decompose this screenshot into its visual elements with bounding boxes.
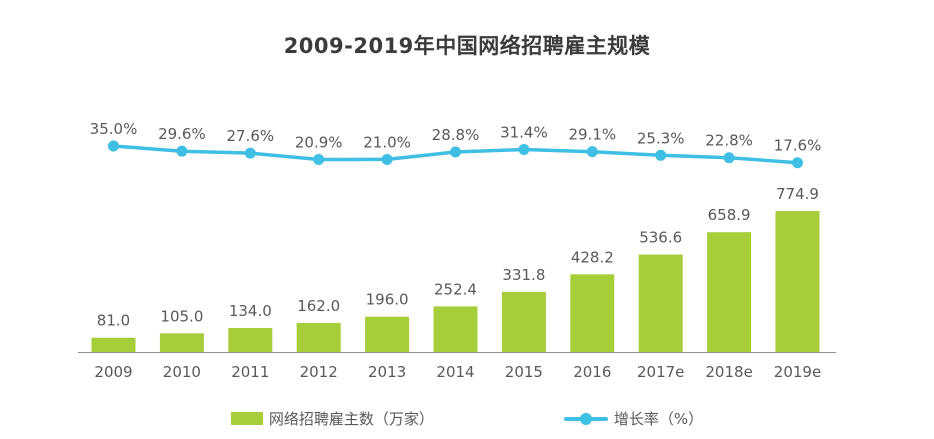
bar-series-swatch-icon bbox=[230, 412, 263, 425]
bar-value-label-2014: 252.4 bbox=[434, 280, 477, 298]
line-point-2014 bbox=[450, 146, 461, 158]
bar-2013 bbox=[365, 316, 410, 353]
line-value-label-2009: 35.0% bbox=[90, 120, 138, 138]
bar-value-label-2010: 105.0 bbox=[160, 307, 203, 325]
bar-2016 bbox=[570, 274, 615, 353]
line-value-label-2011: 27.6% bbox=[226, 127, 274, 145]
line-value-label-2016: 29.1% bbox=[568, 126, 616, 144]
line-point-2019e bbox=[792, 157, 803, 169]
line-value-label-2015: 31.4% bbox=[500, 123, 548, 141]
line-point-2018e bbox=[723, 152, 735, 164]
line-series-legend-label: 增长率（%） bbox=[613, 410, 704, 428]
x-axis-label-2009: 2009 bbox=[94, 363, 132, 381]
bar-2009 bbox=[91, 337, 136, 353]
line-point-2010 bbox=[176, 145, 188, 157]
line-point-2012 bbox=[313, 154, 325, 166]
bar-value-label-2012: 162.0 bbox=[297, 297, 340, 315]
bar-2017e bbox=[638, 254, 683, 353]
bar-2012 bbox=[296, 322, 341, 353]
bar-2018e bbox=[707, 232, 752, 353]
legend-item-bar-series: 网络招聘雇主数（万家） bbox=[230, 408, 434, 429]
bar-value-label-2019e: 774.9 bbox=[776, 185, 819, 203]
legend-item-line-series: 增长率（%） bbox=[563, 408, 704, 429]
x-axis-label-2013: 2013 bbox=[368, 363, 406, 381]
line-value-label-2018e: 22.8% bbox=[705, 132, 753, 150]
line-point-2013 bbox=[381, 153, 393, 165]
line-point-2009 bbox=[108, 140, 119, 152]
x-axis-label-2018e: 2018e bbox=[705, 363, 752, 381]
chart-title: 2009-2019年中国网络招聘雇主规模 bbox=[283, 34, 651, 58]
bar-value-label-2009: 81.0 bbox=[97, 312, 130, 330]
line-value-label-2017e: 25.3% bbox=[637, 129, 685, 147]
bar-2010 bbox=[159, 333, 204, 353]
x-axis-label-2014: 2014 bbox=[436, 363, 474, 381]
x-axis-label-2015: 2015 bbox=[505, 363, 543, 381]
x-axis-label-2017e: 2017e bbox=[637, 363, 684, 381]
x-axis-label-2019e: 2019e bbox=[774, 363, 821, 381]
bar-2015 bbox=[501, 291, 546, 353]
bar-2019e bbox=[775, 211, 820, 353]
line-value-label-2013: 21.0% bbox=[363, 133, 411, 151]
bar-value-label-2011: 134.0 bbox=[229, 302, 272, 320]
bar-2014 bbox=[433, 306, 478, 353]
x-axis-label-2010: 2010 bbox=[163, 363, 201, 381]
bar-value-label-2015: 331.8 bbox=[502, 266, 545, 284]
bar-series-legend-label: 网络招聘雇主数（万家） bbox=[268, 410, 434, 428]
line-value-label-2012: 20.9% bbox=[295, 134, 343, 152]
bar-value-label-2017e: 536.6 bbox=[639, 229, 682, 247]
line-point-2011 bbox=[244, 147, 256, 159]
line-point-2016 bbox=[586, 146, 598, 158]
bar-value-label-2018e: 658.9 bbox=[708, 206, 751, 224]
bar-value-label-2016: 428.2 bbox=[571, 248, 614, 266]
line-point-2017e bbox=[655, 149, 667, 161]
bar-value-label-2013: 196.0 bbox=[366, 291, 409, 309]
x-axis-label-2011: 2011 bbox=[231, 363, 269, 381]
line-value-label-2010: 29.6% bbox=[158, 125, 206, 143]
line-series-marker-icon bbox=[563, 412, 608, 426]
line-value-label-2014: 28.8% bbox=[432, 126, 480, 144]
bar-2011 bbox=[228, 328, 273, 353]
legend: 网络招聘雇主数（万家） 增长率（%） bbox=[0, 408, 934, 429]
line-value-label-2019e: 17.6% bbox=[774, 137, 822, 155]
line-point-2015 bbox=[518, 143, 530, 155]
x-axis-label-2012: 2012 bbox=[300, 363, 338, 381]
x-axis-label-2016: 2016 bbox=[573, 363, 611, 381]
